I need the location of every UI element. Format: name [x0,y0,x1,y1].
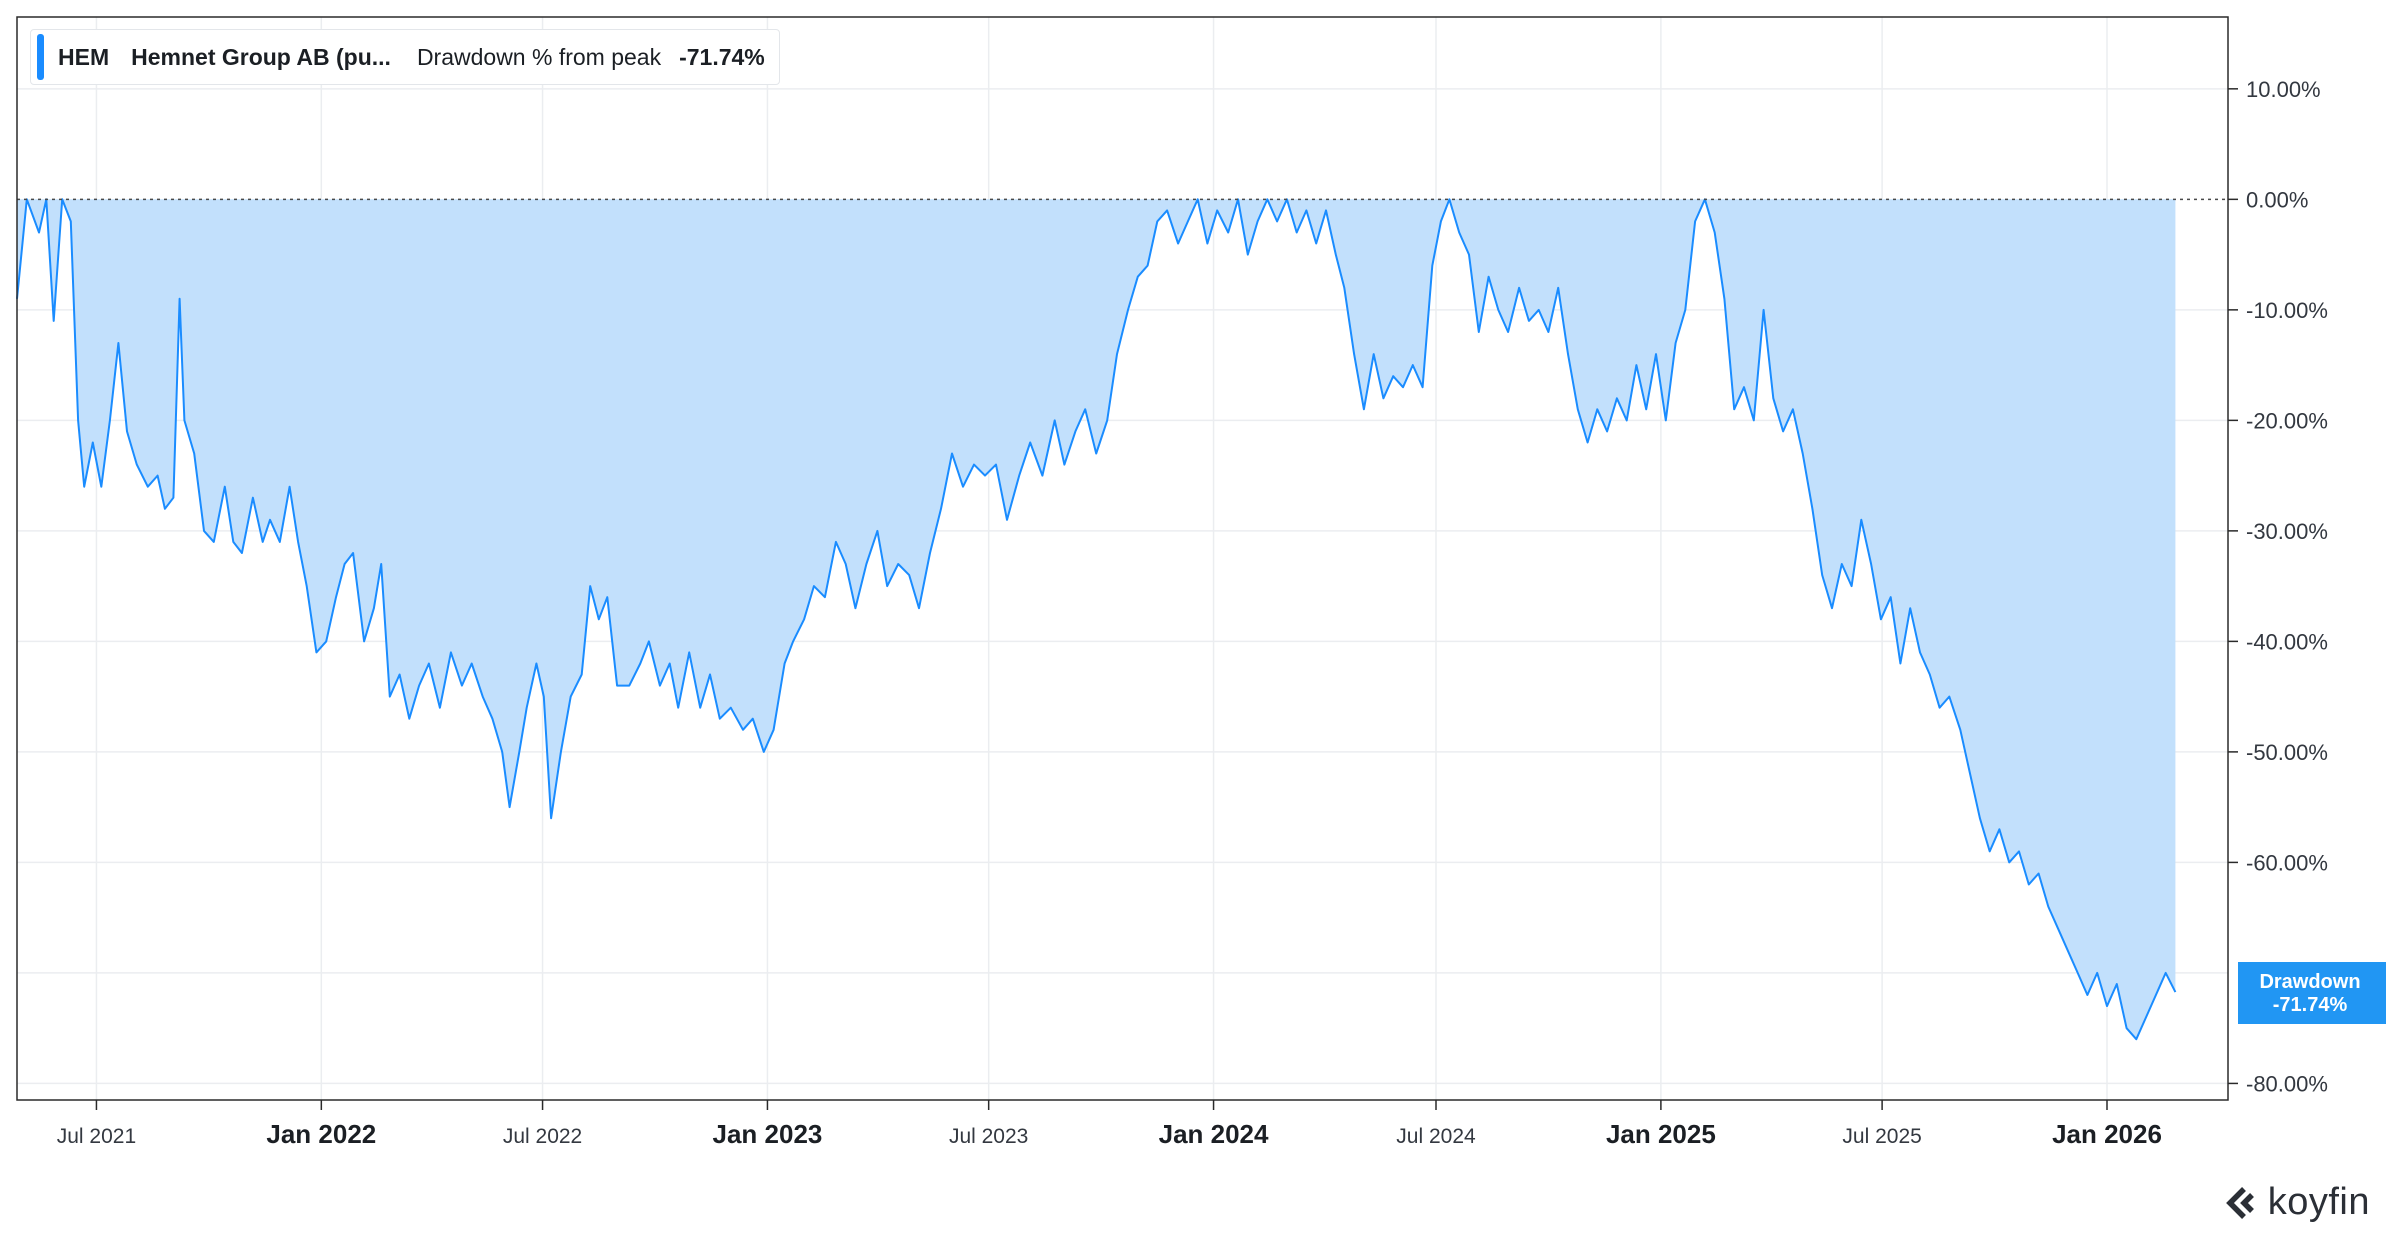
x-tick-label: Jan 2024 [1159,1119,1269,1149]
x-tick-label: Jan 2025 [1606,1119,1716,1149]
x-tick-label: Jan 2023 [713,1119,823,1149]
legend-metric-name: Drawdown % from peak [416,43,662,70]
drawdown-area-fill [17,199,2176,1040]
y-tick-label: -80.00% [2246,1071,2328,1096]
y-tick-label: 0.00% [2246,187,2308,212]
brand-logo[interactable]: koyfin [2222,1181,2370,1224]
series-color-marker [37,34,44,80]
badge-value: -71.74% [2273,994,2348,1016]
x-tick-label: Jul 2025 [1842,1125,1921,1148]
x-tick-label: Jan 2026 [2052,1119,2162,1149]
y-tick-label: -40.00% [2246,629,2328,654]
current-value-badge [2238,962,2386,1024]
legend-metric-value: -71.74% [679,43,765,70]
x-tick-label: Jul 2021 [57,1125,136,1148]
badge-layer: Drawdown -71.74% [2238,962,2386,1024]
drawdown-series-line [16,198,2177,1041]
plot-border [16,16,2229,1101]
y-tick-label: -10.00% [2246,298,2328,323]
koyfin-logo-icon [2225,1186,2254,1219]
x-tick-label: Jul 2024 [1396,1125,1476,1148]
x-tick-label: Jul 2023 [949,1125,1028,1148]
area-layer [16,198,2228,1041]
y-tick-label: -50.00% [2246,740,2328,765]
y-tick-label: 10.00% [2246,77,2321,102]
x-tick-label: Jan 2022 [266,1119,376,1149]
y-tick-label: -30.00% [2246,519,2328,544]
y-tick-label: -60.00% [2246,850,2328,875]
axis-layer: 10.00% 0.00% -10.00% -20.00% -30.00% -40.00% -… [16,16,2328,1149]
x-tick-label: Jul 2022 [503,1125,582,1148]
y-tick-label: -20.00% [2246,408,2328,433]
legend[interactable]: HEM Hemnet Group AB (pu... Drawdown % fr… [30,29,780,85]
brand-name: koyfin [2267,1181,2370,1223]
legend-security-name: Hemnet Group AB (pu... [131,43,391,70]
badge-label: Drawdown [2259,971,2360,993]
legend-ticker: HEM [58,43,110,70]
